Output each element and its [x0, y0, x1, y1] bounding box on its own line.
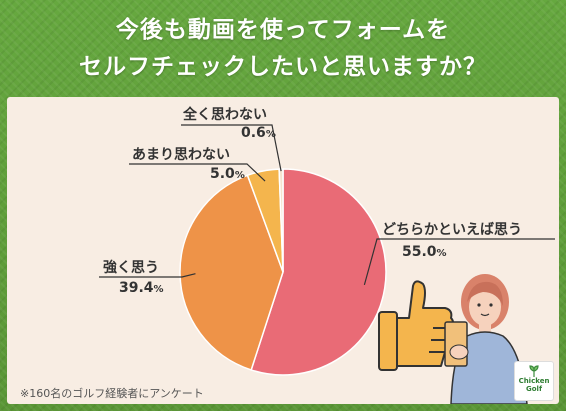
- slice-value-not-at-all: 0.6%: [241, 125, 276, 141]
- leader-line-3: [181, 124, 282, 172]
- leader-line-1: [99, 273, 196, 278]
- title-line-2: セルフチェックしたいと思いますか？: [79, 54, 487, 80]
- logo-line-1: Chicken: [518, 377, 550, 385]
- pie-slice-0: [250, 168, 387, 376]
- chart-card: どちらかといえば思う 55.0% 強く思う 39.4% あまり思わない 5.0%…: [7, 97, 559, 404]
- leaf-icon: [529, 365, 539, 377]
- slice-label-somewhat-agree: どちらかといえば思う: [382, 222, 522, 238]
- pie-slice-1: [179, 174, 284, 371]
- slice-label-not-much: あまり思わない: [132, 147, 230, 163]
- pie-chart: どちらかといえば思う 55.0% 強く思う 39.4% あまり思わない 5.0%…: [99, 106, 555, 404]
- slice-label-not-at-all: 全く思わない: [182, 106, 267, 123]
- slice-value-strongly-agree: 39.4%: [119, 280, 164, 296]
- leader-line-2: [129, 163, 266, 182]
- title-line-1: 今後も動画を使ってフォームを: [115, 17, 451, 43]
- slice-value-somewhat-agree: 55.0%: [402, 244, 447, 260]
- logo-line-2: Golf: [526, 385, 542, 393]
- leader-line-0: [363, 238, 555, 286]
- woman-illustration-icon: [444, 274, 528, 404]
- slice-label-strongly-agree: 強く思う: [103, 259, 159, 276]
- footnote: ※160名のゴルフ経験者にアンケート: [20, 387, 204, 400]
- logo: Chicken Golf: [514, 361, 554, 401]
- page-title: 今後も動画を使ってフォームを セルフチェックしたいと思いますか？: [0, 12, 566, 86]
- thumbs-up-icon: [378, 280, 454, 371]
- slice-value-not-much: 5.0%: [210, 166, 245, 182]
